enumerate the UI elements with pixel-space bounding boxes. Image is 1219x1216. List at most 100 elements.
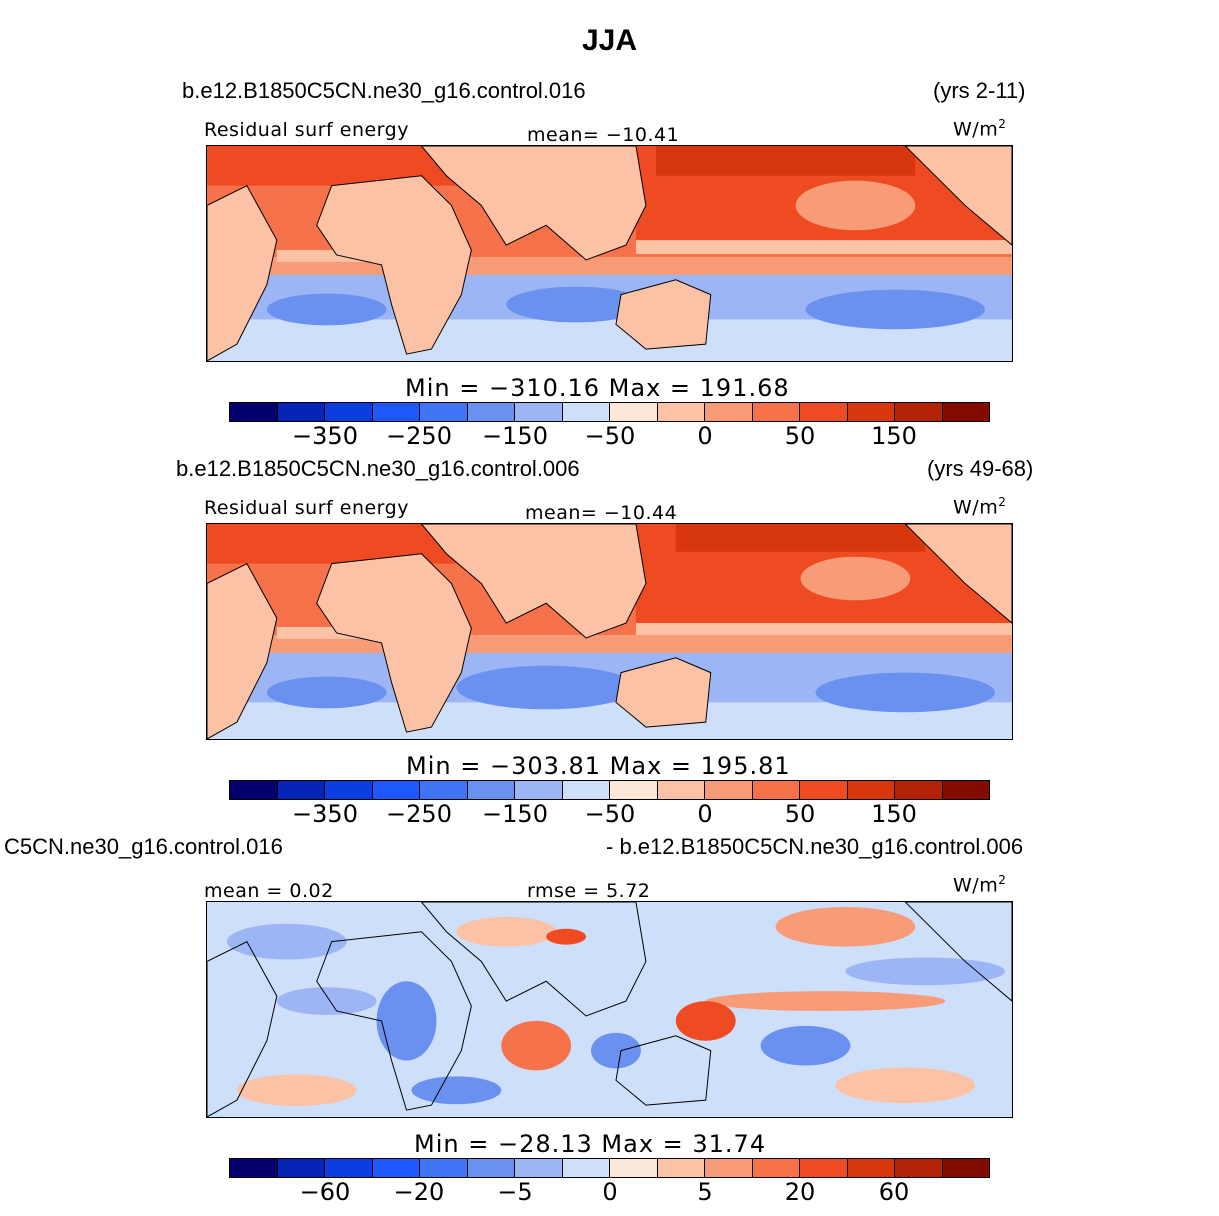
- map3-asia: [420, 902, 647, 1017]
- colorbar-tick-label: −50: [584, 422, 636, 450]
- map1-pacific-itcz: [635, 240, 1012, 254]
- colorbar-tick-label: 50: [784, 800, 816, 828]
- panel2-mean-label: mean= −10.44: [525, 502, 678, 524]
- map3-north-america: [904, 902, 1012, 1002]
- panel3-rmse-label: rmse = 5.72: [527, 880, 651, 902]
- colorbar-tick-label: −350: [292, 422, 358, 450]
- map2-pacific-patch: [800, 556, 911, 601]
- panel1-units: W/m2: [953, 117, 1006, 140]
- colorbar-swatch: [610, 781, 658, 799]
- colorbar-swatch: [705, 403, 753, 421]
- colorbar-swatch: [942, 781, 989, 799]
- colorbar-swatch: [467, 781, 515, 799]
- colorbar-swatch: [420, 403, 468, 421]
- colorbar-swatch: [230, 781, 278, 799]
- colorbar-tick-label: 50: [784, 422, 816, 450]
- colorbar-swatch: [705, 781, 753, 799]
- colorbar-tick-label: −150: [482, 800, 548, 828]
- colorbar-swatch: [657, 1159, 705, 1177]
- colorbar-tick-label: −250: [386, 422, 452, 450]
- colorbar-tick-label: −250: [386, 800, 452, 828]
- map3-patch: [845, 957, 1006, 986]
- map3-patch: [591, 1032, 641, 1069]
- colorbar-swatch: [325, 1159, 373, 1177]
- colorbar-swatch: [610, 403, 658, 421]
- colorbar-swatch: [705, 1159, 753, 1177]
- map1-pacific-max: [655, 146, 916, 176]
- colorbar-tick-label: 0: [602, 1178, 618, 1206]
- map2-pacific-max: [675, 524, 926, 552]
- panel2-colorbar: [229, 780, 990, 800]
- colorbar-swatch: [800, 1159, 848, 1177]
- colorbar-swatch: [277, 403, 325, 421]
- map1-australia: [615, 279, 712, 350]
- units-superscript: 2: [998, 873, 1007, 887]
- map2-africa: [316, 553, 472, 733]
- colorbar-tick-label: 60: [878, 1178, 910, 1206]
- colorbar-tick-label: 5: [697, 1178, 713, 1206]
- colorbar-swatch: [515, 403, 563, 421]
- units-text: W/m: [953, 496, 999, 519]
- panel1-colorbar: [229, 402, 990, 422]
- colorbar-swatch: [325, 403, 373, 421]
- colorbar-tick-label: 150: [871, 800, 917, 828]
- map2-south-america: [207, 562, 278, 739]
- map3-patch: [546, 928, 587, 945]
- panel2-case-name: b.e12.B1850C5CN.ne30_g16.control.006: [176, 456, 580, 481]
- colorbar-swatch: [372, 1159, 420, 1177]
- map2-indian-cool: [456, 665, 636, 710]
- colorbar-swatch: [610, 1159, 658, 1177]
- colorbar-swatch: [467, 403, 515, 421]
- panel2-variable-label: Residual surf energy: [204, 497, 409, 519]
- colorbar-swatch: [230, 403, 278, 421]
- colorbar-swatch: [847, 1159, 895, 1177]
- panel1-mean-label: mean= −10.41: [527, 124, 680, 146]
- map3-patch: [376, 981, 437, 1061]
- map2-australia: [615, 657, 712, 728]
- colorbar-swatch: [562, 781, 610, 799]
- colorbar-swatch: [942, 1159, 989, 1177]
- colorbar-tick-label: 0: [697, 422, 713, 450]
- map3-patch: [675, 1001, 736, 1041]
- map1-atlantic-cool: [266, 293, 387, 326]
- colorbar-swatch: [562, 403, 610, 421]
- panel3-minmax-label: Min = −28.13 Max = 31.74: [414, 1130, 767, 1158]
- panel3-case-left: C5CN.ne30_g16.control.016: [4, 834, 283, 859]
- colorbar-tick-label: 20: [784, 1178, 816, 1206]
- panel1-variable-label: Residual surf energy: [204, 119, 409, 141]
- colorbar-swatch: [372, 403, 420, 421]
- map3-patch: [456, 916, 557, 947]
- colorbar-swatch: [420, 1159, 468, 1177]
- map3-africa: [316, 931, 472, 1111]
- colorbar-swatch: [847, 781, 895, 799]
- map1-asia: [420, 146, 647, 261]
- panel2-years: (yrs 49-68): [927, 456, 1034, 481]
- colorbar-swatch: [657, 403, 705, 421]
- map3-patch: [226, 923, 347, 960]
- map2-pacific-itcz: [635, 623, 1012, 635]
- colorbar-swatch: [752, 781, 800, 799]
- units-superscript: 2: [998, 117, 1007, 131]
- map1-atlantic-itcz: [276, 250, 397, 262]
- colorbar-swatch: [895, 403, 943, 421]
- colorbar-swatch: [657, 781, 705, 799]
- colorbar-swatch: [800, 403, 848, 421]
- panel3-colorbar: [229, 1158, 990, 1178]
- map3-south-america: [207, 940, 278, 1117]
- panel2-map: [206, 523, 1013, 740]
- colorbar-swatch: [895, 781, 943, 799]
- map1-north-america: [904, 146, 1012, 246]
- colorbar-swatch: [372, 781, 420, 799]
- map2-asia: [420, 524, 647, 639]
- units-superscript: 2: [998, 495, 1007, 509]
- map3-patch: [705, 991, 946, 1011]
- panel1-minmax-label: Min = −310.16 Max = 191.68: [405, 374, 790, 402]
- panel1-case-name: b.e12.B1850C5CN.ne30_g16.control.016: [182, 78, 586, 103]
- map2-pacific-cool: [815, 672, 996, 713]
- panel3-map: [206, 901, 1013, 1118]
- panel2-minmax-label: Min = −303.81 Max = 195.81: [406, 752, 791, 780]
- panel3-case-right: - b.e12.B1850C5CN.ne30_g16.control.006: [606, 834, 1024, 859]
- panel3-units: W/m2: [953, 873, 1006, 896]
- colorbar-tick-label: −5: [497, 1178, 533, 1206]
- page-title: JJA: [581, 24, 638, 57]
